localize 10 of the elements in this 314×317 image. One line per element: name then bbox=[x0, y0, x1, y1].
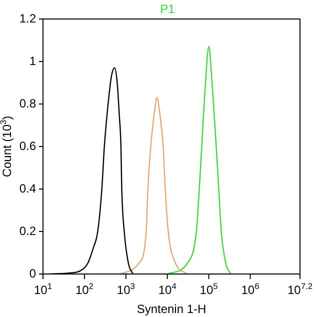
y-tick-label: 1 bbox=[29, 54, 36, 68]
y-tick-label: 0.4 bbox=[19, 181, 36, 196]
text: P1 bbox=[160, 2, 176, 16]
y-tick-label: 0.6 bbox=[19, 138, 36, 153]
x-axis-title: Syntenin 1-H bbox=[136, 302, 206, 316]
y-tick-label: 0.2 bbox=[19, 224, 36, 238]
y-axis-title: Count (103) bbox=[0, 116, 14, 178]
y-tick-label: 1.2 bbox=[19, 11, 36, 26]
y-tick-label: 0 bbox=[29, 266, 36, 280]
y-tick-label: 0.8 bbox=[19, 96, 36, 110]
